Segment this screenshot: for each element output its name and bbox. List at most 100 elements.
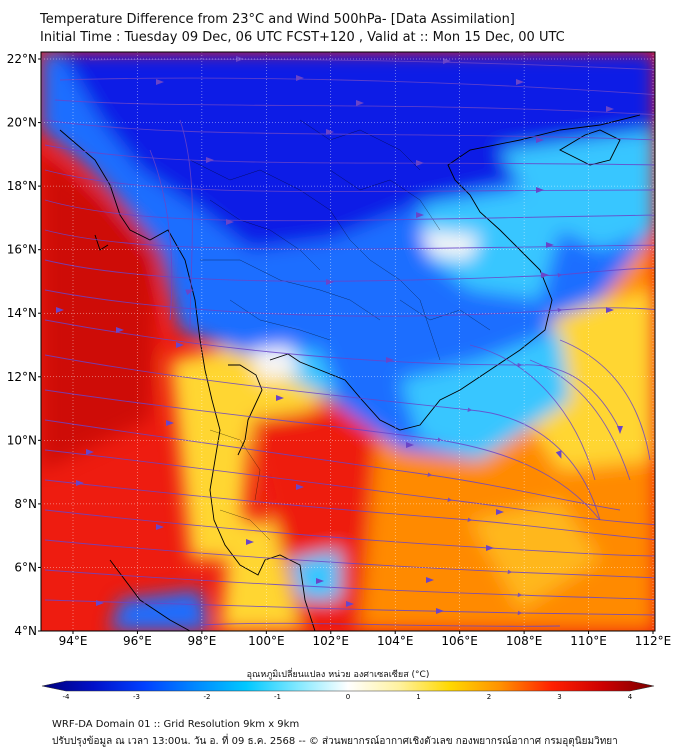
map-title-line1: Temperature Difference from 23°C and Win… [40, 12, 515, 27]
colorbar-tick-label: 4 [628, 693, 633, 700]
arrow-icon [443, 58, 451, 64]
streamline [44, 539, 655, 579]
footer-model-info: WRF-DA Domain 01 :: Grid Resolution 9km … [52, 719, 300, 730]
colorbar-tick-label: 1 [416, 693, 420, 700]
colorbar-tick-label: -1 [274, 693, 281, 700]
lat-label: 18°N [7, 179, 37, 193]
lon-label: 106°E [441, 634, 478, 648]
streamline [44, 169, 655, 193]
arrow-icon [326, 279, 334, 285]
colorbar: -4 -3 -2 -1 0 1 2 3 4 [41, 680, 655, 700]
streamline [559, 339, 651, 461]
colorbar-tick-label: 2 [487, 693, 491, 700]
forecast-map: 22°N 20°N 18°N 16°N 14°N 12°N 10°N 8°N 6°N 4°N 94… [7, 51, 672, 700]
arrow-icon [296, 484, 304, 490]
streamline [59, 77, 655, 96]
arrow-icon [516, 79, 524, 85]
arrow-icon [156, 524, 164, 530]
lon-label: 102°E [313, 634, 350, 648]
arrow-icon [166, 420, 174, 426]
lat-label: 16°N [7, 243, 37, 257]
lat-label: 6°N [14, 560, 37, 574]
lon-label: 98°E [187, 634, 216, 648]
arrow-icon [116, 327, 124, 333]
arrow-icon [246, 539, 254, 545]
lon-label: 96°E [123, 634, 152, 648]
streamline [44, 144, 655, 166]
streamline [44, 354, 601, 521]
colorbar-tick-label: 0 [346, 693, 350, 700]
footer-credit: ปรับปรุงข้อมูล ณ เวลา 13:00น. วัน อ. ที่… [52, 736, 618, 747]
lat-label: 20°N [7, 116, 37, 130]
arrow-icon [356, 100, 364, 106]
lat-label: 4°N [14, 624, 37, 638]
streamline [44, 389, 601, 521]
arrow-icon [416, 212, 424, 218]
arrow-icon [206, 157, 214, 163]
wind-streamlines [44, 56, 655, 627]
streamline [44, 259, 655, 282]
streamline [44, 319, 621, 431]
arrow-icon [555, 450, 562, 459]
streamline [44, 289, 655, 317]
arrow-icon [386, 357, 394, 363]
map-frame [40, 51, 656, 632]
arrow-icon [486, 545, 494, 551]
colorbar-tick-label: 3 [557, 693, 561, 700]
arrow-icon [436, 608, 444, 614]
arrow-icon [346, 601, 354, 607]
arrow-icon [606, 307, 614, 313]
arrow-icon [496, 509, 504, 515]
arrow-icon [276, 395, 284, 401]
streamline [199, 622, 561, 627]
arrow-icon [326, 129, 334, 135]
arrow-icon [316, 578, 324, 584]
colorbar-ticks: -4 -3 -2 -1 0 1 2 3 4 [63, 693, 633, 700]
arrow-icon [426, 577, 434, 583]
colorbar-tick-label: -2 [204, 693, 211, 700]
colorbar-tick-label: -4 [63, 693, 71, 700]
arrow-icon [86, 449, 94, 455]
arrow-icon [176, 342, 184, 348]
streamline [529, 359, 631, 481]
streamline [44, 569, 655, 601]
arrow-icon [546, 242, 554, 248]
lon-label: 94°E [59, 634, 88, 648]
arrow-icon [606, 106, 614, 112]
arrow-icon [416, 160, 424, 166]
arrow-icon [617, 426, 623, 434]
lon-label: 100°E [248, 634, 285, 648]
colorbar-tick-label: -3 [133, 693, 140, 700]
streamline [44, 229, 655, 250]
streamline [44, 449, 655, 526]
lon-label: 108°E [506, 634, 543, 648]
streamline [469, 344, 596, 481]
lon-label: 112°E [635, 634, 672, 648]
arrow-icon [236, 56, 244, 62]
lat-label: 10°N [7, 433, 37, 447]
lat-label: 12°N [7, 370, 37, 384]
latitude-labels: 22°N 20°N 18°N 16°N 14°N 12°N 10°N 8°N 6°N 4°N [7, 52, 41, 638]
arrow-icon [76, 480, 84, 486]
streamline [44, 599, 655, 616]
arrow-icon [226, 219, 234, 225]
lon-label: 104°E [377, 634, 414, 648]
lon-label: 110°E [570, 634, 607, 648]
streamline [44, 509, 655, 557]
streamline [54, 99, 655, 116]
lat-label: 8°N [14, 497, 37, 511]
arrow-icon [56, 307, 64, 313]
arrow-icon [406, 442, 414, 448]
streamline [44, 199, 655, 222]
arrow-icon [185, 289, 194, 296]
arrow-icon [536, 187, 544, 193]
streamline [149, 149, 173, 321]
streamline [44, 119, 655, 141]
colorbar-label: อุณหภูมิเปลี่ยนแปลง หน่วย องศาเซลเซียส (… [246, 670, 430, 680]
arrow-icon [536, 137, 544, 143]
arrow-icon [156, 79, 164, 85]
streamline [44, 419, 621, 511]
streamline [89, 58, 655, 71]
map-title-line2: Initial Time : Tuesday 09 Dec, 06 UTC FC… [40, 30, 565, 45]
lat-label: 14°N [7, 306, 37, 320]
